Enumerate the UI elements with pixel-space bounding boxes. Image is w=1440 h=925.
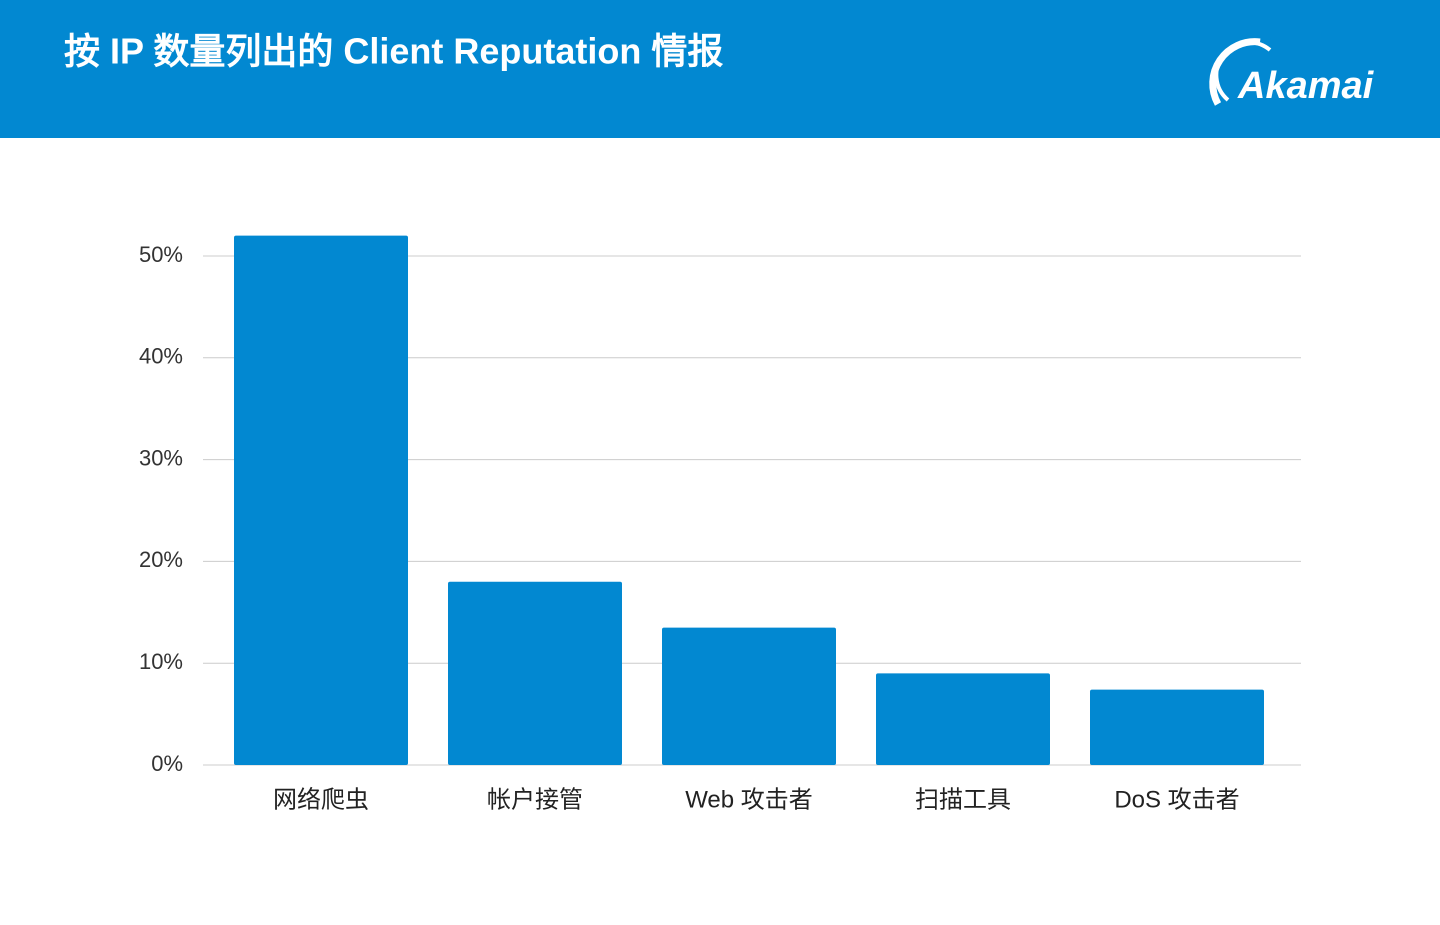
y-tick-label: 20% [139, 547, 183, 572]
bar [1090, 689, 1264, 765]
x-tick-label: 帐户接管 [487, 786, 583, 813]
y-tick-label: 40% [139, 344, 183, 369]
bar [448, 581, 622, 765]
x-tick-label: Web 攻击者 [685, 786, 813, 813]
x-tick-label: 扫描工具 [915, 786, 1011, 813]
bar [876, 673, 1050, 765]
chart-title: 按 IP 数量列出的 Client Reputation 情报 [64, 31, 723, 72]
x-tick-label: DoS 攻击者 [1114, 786, 1239, 813]
bar [662, 627, 836, 765]
header-bar [0, 0, 1440, 138]
y-tick-label: 50% [139, 242, 183, 267]
y-tick-label: 10% [139, 649, 183, 674]
bar [234, 235, 408, 765]
y-tick-label: 30% [139, 445, 183, 470]
x-tick-label: 网络爬虫 [273, 786, 369, 813]
y-tick-label: 0% [151, 751, 183, 776]
logo: Akamai [1237, 65, 1375, 107]
logo-arc [1214, 40, 1272, 102]
